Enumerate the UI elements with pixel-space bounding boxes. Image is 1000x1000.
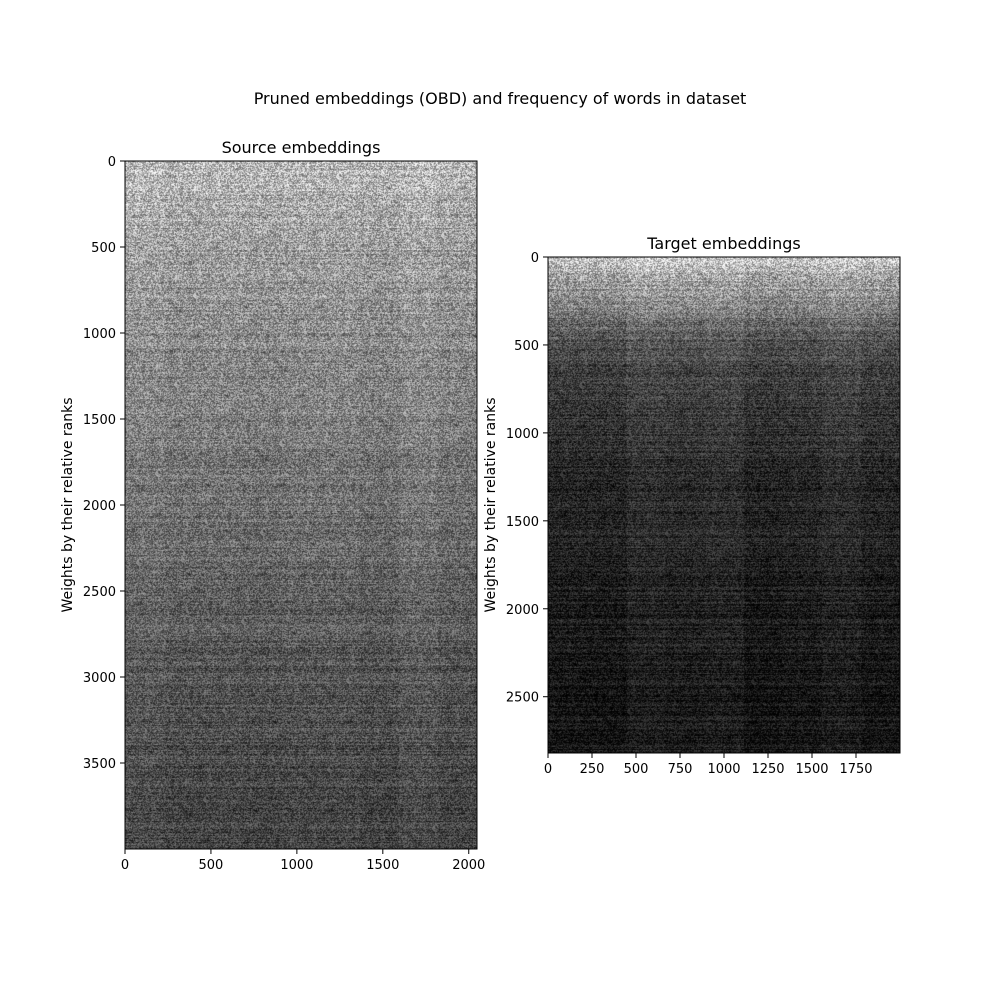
source-y-tick-label: 2000 [83, 499, 116, 514]
target-axes-title: Target embeddings [646, 234, 800, 253]
source-y-tick-label: 3000 [83, 671, 116, 686]
target-x-tick-label: 250 [580, 762, 605, 777]
source-y-tick-label: 0 [108, 155, 116, 170]
source-y-axis-label: Weights by their relative ranks [60, 397, 76, 612]
target-y-tick-label: 500 [514, 339, 539, 354]
target-y-tick-label: 0 [531, 251, 539, 266]
target-x-tick-label: 1500 [795, 762, 828, 777]
target-x-tick-label: 750 [668, 762, 693, 777]
source-x-tick-label: 2000 [452, 858, 485, 873]
target-y-tick-label: 2000 [506, 603, 539, 618]
target-x-tick-label: 0 [544, 762, 552, 777]
target-y-tick-label: 2500 [506, 691, 539, 706]
source-heatmap-image [125, 161, 477, 849]
source-x-tick-label: 0 [121, 858, 129, 873]
target-x-tick-label: 1250 [751, 762, 784, 777]
source-x-tick-label: 1000 [280, 858, 313, 873]
source-embeddings-panel: Source embeddings Weights by their relati… [60, 138, 485, 873]
target-y-tick-label: 1500 [506, 515, 539, 530]
target-x-tick-label: 1750 [839, 762, 872, 777]
target-y-tick-label: 1000 [506, 427, 539, 442]
target-embeddings-panel: Target embeddings Weights by their relati… [483, 234, 901, 777]
target-y-axis-label: Weights by their relative ranks [483, 397, 499, 612]
target-x-tick-label: 1000 [707, 762, 740, 777]
source-axes-title: Source embeddings [222, 138, 381, 157]
source-y-tick-label: 2500 [83, 585, 116, 600]
source-x-tick-label: 1500 [366, 858, 399, 873]
source-y-tick-label: 3500 [83, 757, 116, 772]
source-y-tick-label: 1000 [83, 327, 116, 342]
source-y-tick-label: 500 [91, 241, 116, 256]
target-x-tick-label: 500 [624, 762, 649, 777]
target-heatmap-image [548, 257, 900, 753]
source-y-tick-label: 1500 [83, 413, 116, 428]
figure-suptitle: Pruned embeddings (OBD) and frequency of… [254, 89, 747, 108]
source-x-tick-label: 500 [199, 858, 224, 873]
